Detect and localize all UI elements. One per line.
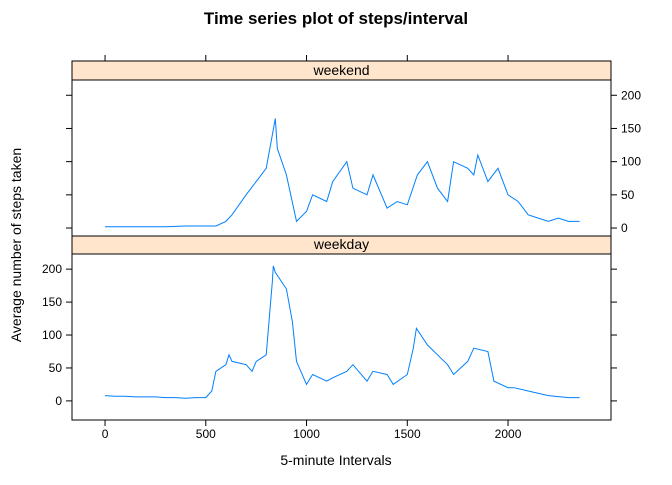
- y-tick-label: 200: [42, 262, 62, 276]
- x-axis-label: 5-minute Intervals: [280, 452, 391, 468]
- y-tick-label: 50: [49, 361, 63, 375]
- panel: [71, 253, 612, 421]
- y-axis-label: Average number of steps taken: [8, 148, 24, 342]
- y-tick-label: 0: [621, 221, 628, 235]
- strip-label: weekday: [313, 236, 369, 252]
- x-tick-label: 1500: [394, 427, 421, 441]
- x-tick-label: 0: [102, 427, 109, 441]
- y-tick-label: 150: [42, 295, 62, 309]
- strip-label: weekend: [312, 62, 369, 78]
- y-tick-label: 150: [621, 121, 641, 135]
- y-tick-label: 50: [621, 188, 635, 202]
- x-tick-label: 500: [196, 427, 216, 441]
- y-tick-label: 100: [621, 155, 641, 169]
- y-tick-label: 200: [621, 88, 641, 102]
- x-tick-label: 1000: [293, 427, 320, 441]
- x-tick-label: 2000: [495, 427, 522, 441]
- chart-title: Time series plot of steps/interval: [204, 9, 468, 28]
- data-line: [104, 265, 580, 399]
- y-tick-label: 0: [55, 394, 62, 408]
- data-line: [105, 118, 580, 228]
- y-tick-label: 100: [42, 328, 62, 342]
- panel: [71, 79, 612, 237]
